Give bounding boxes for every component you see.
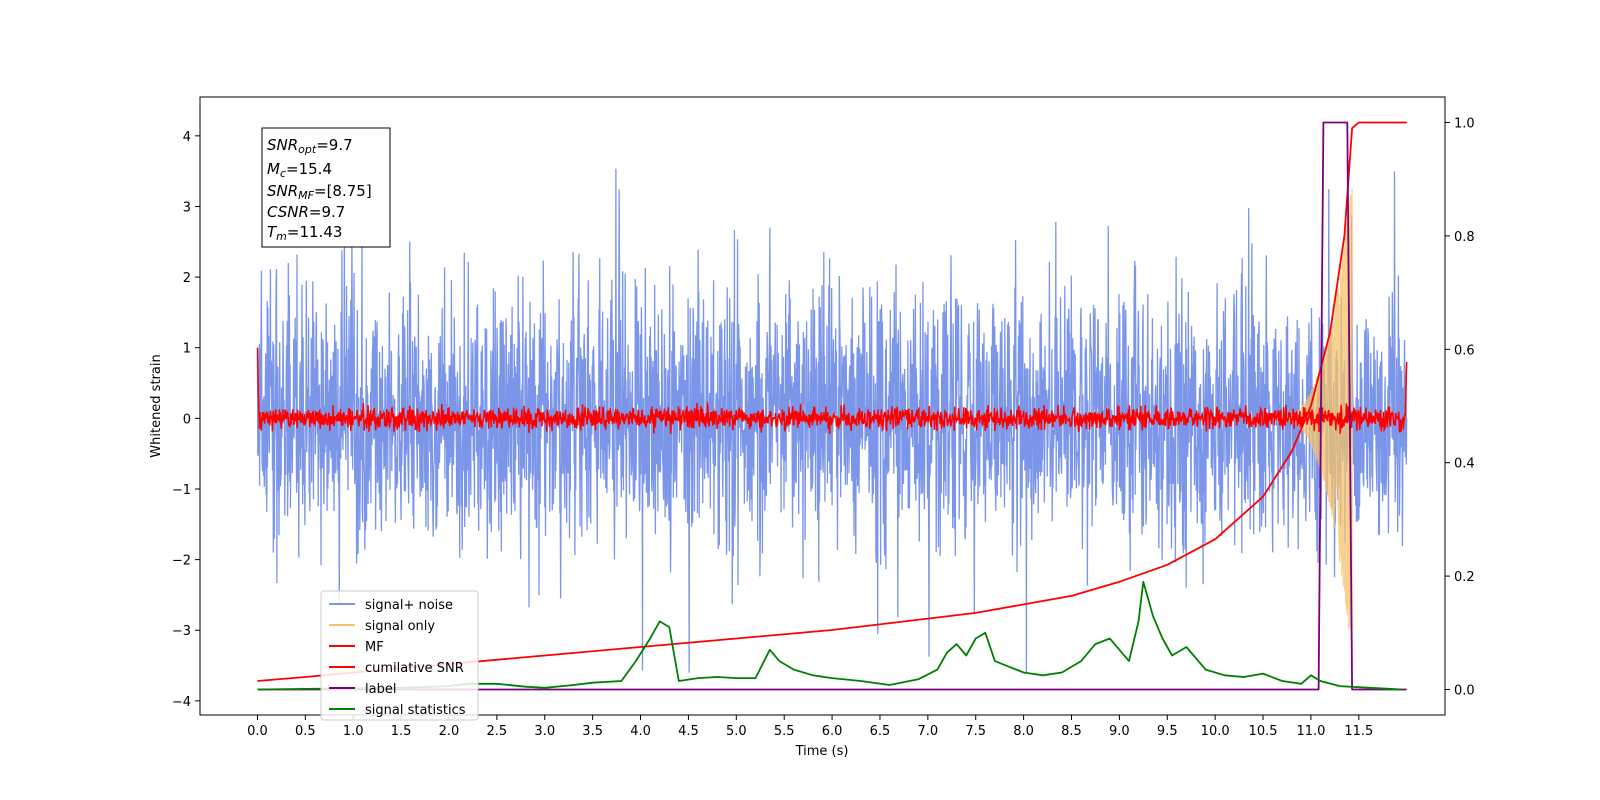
info-tm: Tm=11.43	[267, 223, 342, 243]
x-tick-label: 1.5	[391, 724, 412, 739]
y-left-tick-label: 2	[183, 271, 191, 286]
y-axis-label: Whitened strain	[149, 354, 164, 457]
legend-label: MF	[365, 640, 384, 655]
x-tick-label: 0.5	[295, 724, 316, 739]
y-right-tick-label: 0.2	[1454, 570, 1475, 585]
y-left-tick-label: 0	[183, 412, 191, 427]
x-tick-label: 11.0	[1296, 724, 1325, 739]
x-tick-label: 6.0	[822, 724, 843, 739]
legend-frame	[320, 590, 479, 721]
y-left-tick-label: −1	[172, 483, 191, 498]
x-axis: 0.0 0.5 1.0 1.5 2.0 2.5 3.0 3.5 4.0 4.5 5.0 5.5 6.0 6…	[247, 715, 1373, 739]
x-tick-label: 6.5	[870, 724, 891, 739]
y-left-tick-label: 3	[183, 200, 191, 215]
x-tick-label: 5.0	[726, 724, 747, 739]
legend-item-mf: MF	[329, 640, 384, 655]
legend-item-signal-only: signal only	[329, 619, 435, 634]
legend-item-cumilative-snr: cumilative SNR	[329, 661, 464, 676]
x-tick-label: 2.0	[439, 724, 460, 739]
series-signal-statistics	[257, 580, 1402, 691]
x-tick-label: 9.0	[1109, 724, 1130, 739]
info-snr-opt: SNRopt=9.7	[267, 136, 353, 156]
y-left-tick-label: 4	[183, 130, 191, 145]
y-right-tick-label: 0.4	[1454, 457, 1475, 472]
series-layer	[256, 121, 1408, 691]
x-tick-label: 10.0	[1201, 724, 1230, 739]
x-axis-label: Time (s)	[795, 744, 849, 759]
legend-item-signal-noise: signal+ noise	[329, 598, 453, 613]
x-tick-label: 7.5	[965, 724, 986, 739]
x-tick-label: 8.0	[1013, 724, 1034, 739]
y-right-tick-label: 1.0	[1454, 117, 1475, 132]
x-tick-label: 1.0	[343, 724, 364, 739]
y-axis-left: −4 −3 −2 −1 0 1 2 3 4	[172, 130, 200, 710]
x-tick-label: 10.5	[1249, 724, 1278, 739]
legend-label: signal+ noise	[365, 598, 453, 613]
y-left-tick-label: 1	[183, 342, 191, 357]
legend-label: signal statistics	[365, 703, 466, 718]
y-axis-right: 0.0 0.2 0.4 0.6 0.8 1.0	[1445, 117, 1475, 698]
x-tick-label: 11.5	[1344, 724, 1373, 739]
x-tick-label: 8.5	[1061, 724, 1082, 739]
x-tick-label: 9.5	[1157, 724, 1178, 739]
x-tick-label: 4.5	[678, 724, 699, 739]
info-snr-mf: SNRMF=[8.75]	[267, 182, 372, 202]
legend: signal+ noise signal only MF cumilative …	[320, 590, 479, 721]
info-mc: Mc=15.4	[267, 160, 332, 180]
y-right-tick-label: 0.8	[1454, 230, 1475, 245]
legend-label: signal only	[365, 619, 435, 634]
legend-item-label: label	[329, 682, 396, 697]
y-left-tick-label: −2	[172, 554, 191, 569]
legend-label: cumilative SNR	[365, 661, 464, 676]
series-signal-noise	[256, 168, 1408, 673]
x-tick-label: 4.0	[630, 724, 651, 739]
info-box: SNRopt=9.7 Mc=15.4 SNRMF=[8.75] CSNR=9.7…	[261, 127, 391, 248]
y-right-tick-label: 0.6	[1454, 343, 1475, 358]
x-tick-label: 3.0	[534, 724, 555, 739]
x-tick-label: 5.5	[774, 724, 795, 739]
y-left-tick-label: −4	[172, 695, 191, 710]
series-label	[257, 121, 1407, 691]
plot-frame	[199, 96, 1446, 716]
legend-item-signal-statistics: signal statistics	[329, 703, 466, 718]
x-tick-label: 2.5	[487, 724, 508, 739]
x-tick-label: 0.0	[247, 724, 268, 739]
series-cumilative-snr	[257, 121, 1407, 682]
series-mf	[256, 347, 1408, 435]
y-left-tick-label: −3	[172, 624, 191, 639]
info-csnr: CSNR=9.7	[267, 203, 345, 221]
x-tick-label: 7.0	[918, 724, 939, 739]
legend-label: label	[365, 682, 396, 697]
x-tick-label: 3.5	[582, 724, 603, 739]
y-right-tick-label: 0.0	[1454, 683, 1475, 698]
